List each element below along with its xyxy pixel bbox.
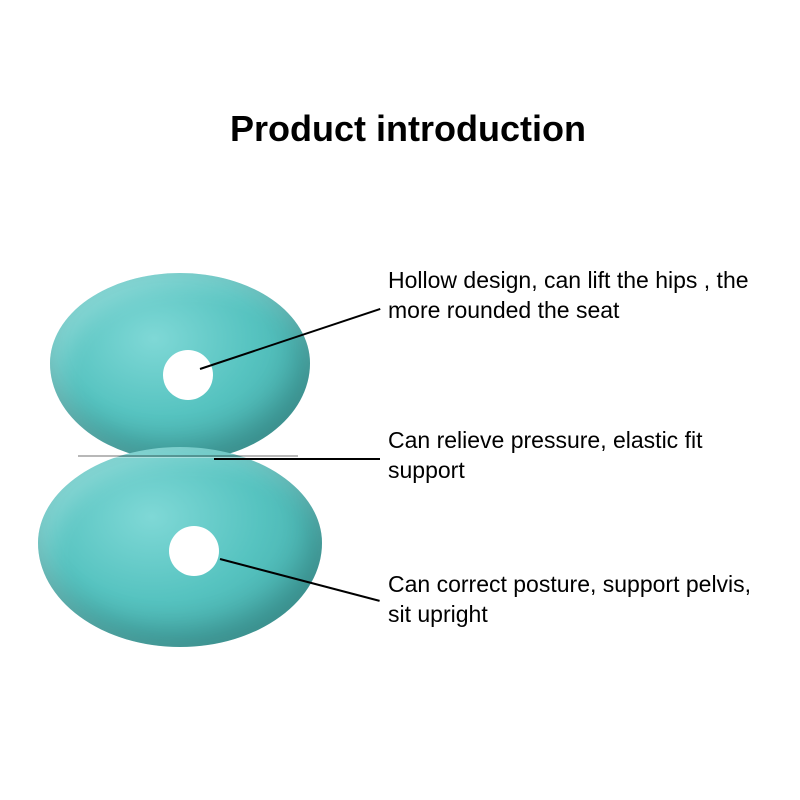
callout-text-correct-posture: Can correct posture, support pelvis, sit… [388, 570, 760, 630]
callout-line-relieve-pressure [214, 458, 380, 460]
callout-text-hollow-design: Hollow design, can lift the hips , the m… [388, 266, 760, 326]
infographic-stage: Product introduction Hollow design, can … [0, 0, 800, 800]
callout-text-relieve-pressure: Can relieve pressure, elastic fit suppor… [388, 426, 760, 486]
page-title: Product introduction [230, 108, 586, 150]
cushion-top-hole [163, 350, 213, 400]
cushion-bottom-hole [169, 526, 219, 576]
cushion-illustration [40, 275, 320, 645]
